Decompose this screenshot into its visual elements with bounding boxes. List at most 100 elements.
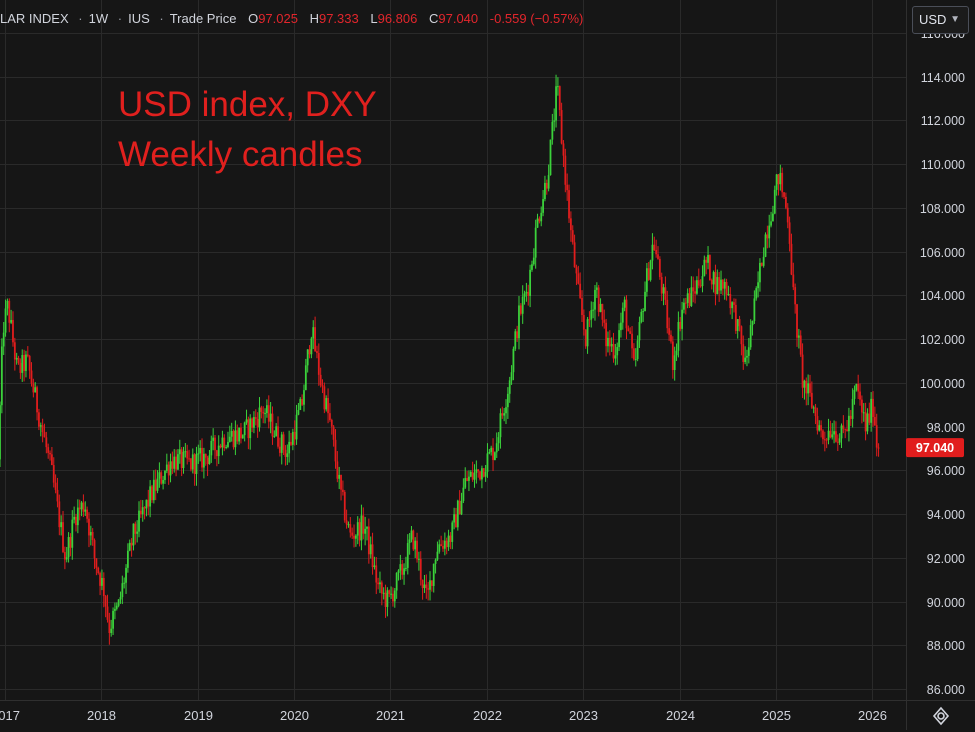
candle-body-up [115, 605, 118, 609]
gear-icon [932, 706, 950, 726]
candle-body-down [575, 267, 578, 274]
candle-body-up [462, 487, 465, 501]
candle-body-up [727, 294, 730, 296]
candle-body-up [123, 582, 126, 584]
candle-body-up [258, 407, 261, 428]
candle-body-down [63, 552, 66, 560]
candle-body-up [749, 325, 752, 348]
price-tick-label: 86.000 [927, 683, 965, 697]
candle-body-up [797, 335, 800, 338]
candle-body-down [873, 416, 876, 426]
candle-body-down [545, 182, 548, 189]
candle-body-up [536, 218, 539, 228]
candle-body-up [862, 412, 865, 414]
candle-body-down [734, 304, 737, 331]
candle-body-up [245, 419, 248, 423]
candle-body-up [227, 441, 229, 447]
candle-body-down [88, 518, 90, 536]
candle-body-up [488, 451, 491, 454]
grid-lines [0, 0, 906, 700]
candle-body-down [581, 297, 583, 316]
candle-body-up [716, 277, 719, 295]
settings-button[interactable] [930, 705, 952, 727]
candle-body-down [705, 259, 708, 263]
candle-body-down [201, 447, 203, 468]
candle-body-down [247, 419, 250, 439]
candle-body-up [468, 476, 470, 481]
candle-body-up [234, 430, 237, 448]
price-tick-label: 106.000 [920, 246, 965, 260]
candle-body-down [627, 328, 630, 332]
candle-body-up [253, 417, 255, 428]
candle-body-down [256, 418, 259, 428]
candle-body-down [17, 357, 20, 363]
candle-body-down [766, 234, 769, 239]
candle-body-down [633, 348, 635, 360]
candle-body-up [744, 357, 747, 363]
candle-body-down [527, 291, 530, 296]
price-type-label: Trade Price [169, 11, 237, 27]
candle-body-up [505, 407, 507, 414]
exchange-label: IUS [128, 11, 150, 27]
candle-body-up [128, 542, 131, 551]
price-axis[interactable] [906, 0, 975, 700]
candle-body-down [825, 439, 828, 441]
candle-body-down [384, 592, 387, 607]
candle-body-down [251, 418, 253, 428]
candle-body-down [568, 190, 570, 219]
candle-body-down [190, 458, 192, 470]
candle-body-up [590, 310, 593, 320]
candle-body-up [403, 568, 405, 575]
candle-body-up [831, 434, 834, 438]
candle-body-down [697, 280, 700, 286]
candle-body-down [282, 434, 285, 450]
currency-dropdown[interactable]: USD ▼ [912, 6, 969, 34]
candle-body-up [453, 514, 456, 523]
time-tick-label: 2019 [184, 708, 213, 723]
candle-body-down [308, 349, 311, 355]
candle-body-down [760, 262, 763, 266]
candle-body-up [523, 293, 526, 297]
candle-body-up [202, 453, 205, 468]
candle-body-up [640, 311, 643, 323]
candle-body-up [651, 244, 654, 261]
candle-body-down [147, 499, 150, 507]
candle-body-down [538, 218, 541, 222]
candle-body-down [171, 461, 174, 469]
candle-body-down [479, 471, 481, 480]
candle-body-up [6, 300, 9, 309]
candle-body-down [23, 355, 25, 371]
candle-body-up [89, 531, 92, 536]
candle-body-up [773, 189, 776, 214]
symbol-name[interactable]: LAR INDEX [0, 11, 69, 27]
candle-body-down [316, 351, 318, 353]
separator-dot: · [78, 11, 83, 27]
candle-body-down [605, 322, 608, 347]
candle-body-up [119, 597, 122, 600]
candle-body-down [809, 383, 811, 393]
candle-body-up [623, 299, 626, 308]
candle-body-up [818, 425, 821, 431]
candle-body-up [117, 599, 120, 606]
candle-body-down [95, 558, 98, 568]
candle-body-up [297, 409, 300, 415]
candle-body-down [28, 355, 31, 371]
candle-body-up [338, 474, 341, 479]
candle-body-down [13, 342, 16, 360]
candle-body-down [688, 293, 691, 307]
candle-body-down [835, 431, 837, 442]
candle-body-down [577, 273, 580, 284]
candle-body-up [165, 464, 168, 471]
interval-label[interactable]: 1W [88, 11, 109, 27]
candle-body-down [449, 535, 452, 542]
candle-body-up [547, 175, 550, 189]
candle-body-down [562, 143, 565, 156]
candle-body-down [877, 447, 880, 449]
candle-body-up [325, 398, 328, 410]
candle-body-up [690, 287, 693, 307]
candle-body-up [469, 471, 472, 477]
candle-body-up [291, 431, 294, 445]
time-axis[interactable] [0, 700, 906, 730]
candle-body-down [236, 430, 239, 442]
